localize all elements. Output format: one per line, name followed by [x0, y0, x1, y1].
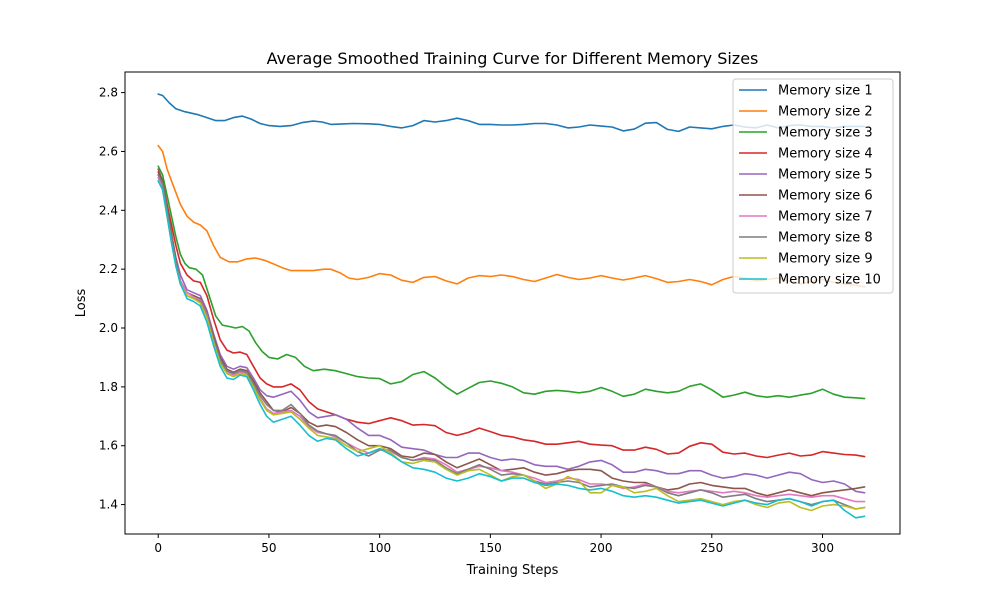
- y-tick-label: 2.8: [99, 86, 118, 100]
- x-tick-label: 200: [590, 541, 613, 555]
- legend-label-memory-size-3: Memory size 3: [778, 126, 873, 141]
- y-axis: 1.4 1.6 1.8 2.0 2.2 2.4 2.6 2.8: [99, 86, 125, 512]
- y-tick-label: 1.8: [99, 380, 118, 394]
- x-tick-label: 150: [479, 541, 502, 555]
- y-tick-label: 1.4: [99, 498, 118, 512]
- series-line-memory-size-9: [157, 180, 866, 512]
- series-line-memory-size-6: [157, 168, 866, 497]
- legend-label-memory-size-1: Memory size 1: [778, 84, 873, 99]
- legend-label-memory-size-6: Memory size 6: [778, 189, 873, 204]
- axes-frame: [124, 71, 901, 535]
- y-tick-label: 2.6: [99, 144, 118, 158]
- legend-label-memory-size-8: Memory size 8: [778, 231, 873, 246]
- x-tick-label: 0: [154, 541, 162, 555]
- legend-label-memory-size-4: Memory size 4: [778, 147, 873, 162]
- legend-label-memory-size-9: Memory size 9: [778, 252, 873, 267]
- series-line-memory-size-8: [157, 174, 866, 510]
- chart-title: Average Smoothed Training Curve for Diff…: [267, 49, 759, 68]
- legend: Memory size 1 Memory size 2 Memory size 3 M…: [732, 78, 894, 294]
- x-axis: 0 50 100 150 200 250 300: [154, 534, 834, 555]
- x-tick-label: 50: [261, 541, 276, 555]
- series-line-memory-size-5: [157, 174, 866, 494]
- plot-area: [157, 93, 866, 519]
- y-tick-label: 2.4: [99, 203, 118, 217]
- x-tick-label: 100: [368, 541, 391, 555]
- x-tick-label: 300: [811, 541, 834, 555]
- y-axis-label: Loss: [74, 289, 89, 318]
- series-line-memory-size-3: [157, 165, 866, 400]
- series-line-memory-size-10: [157, 180, 866, 519]
- y-tick-label: 1.6: [99, 439, 118, 453]
- legend-label-memory-size-2: Memory size 2: [778, 105, 873, 120]
- x-tick-label: 250: [700, 541, 723, 555]
- series-line-memory-size-4: [157, 171, 866, 459]
- legend-label-memory-size-10: Memory size 10: [778, 273, 881, 288]
- x-axis-label: Training Steps: [466, 563, 559, 578]
- y-tick-label: 2.0: [99, 321, 118, 335]
- y-tick-label: 2.2: [99, 262, 118, 276]
- legend-box: [732, 78, 894, 294]
- legend-label-memory-size-7: Memory size 7: [778, 210, 873, 225]
- legend-label-memory-size-5: Memory size 5: [778, 168, 873, 183]
- series-line-memory-size-7: [157, 177, 866, 503]
